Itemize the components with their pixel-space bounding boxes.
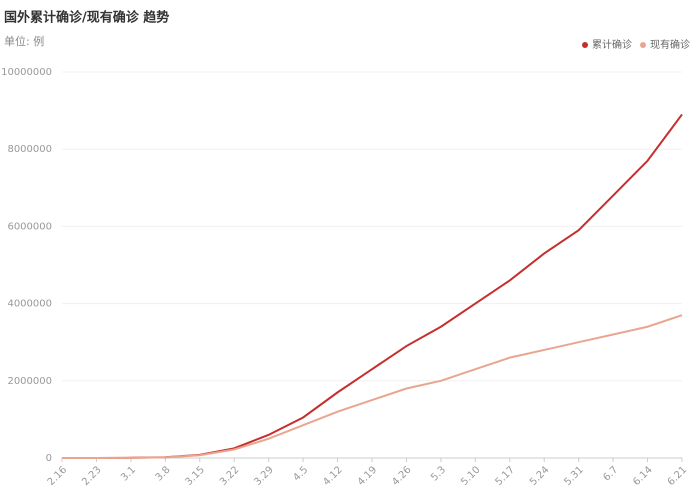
- x-tick-label: 3.29: [252, 464, 276, 488]
- legend-label: 现有确诊: [650, 38, 690, 51]
- chart-title: 国外累计确诊/现有确诊 趋势: [4, 10, 169, 26]
- x-tick-label: 3.8: [154, 464, 173, 483]
- y-tick-label: 0: [46, 453, 52, 464]
- x-tick-label: 6.21: [666, 464, 690, 488]
- series-line: [61, 113, 683, 459]
- legend-label: 累计确诊: [592, 38, 632, 51]
- x-tick-label: 5.3: [429, 464, 448, 483]
- y-tick-label: 10000000: [1, 67, 52, 78]
- x-tick-label: 5.31: [562, 464, 586, 488]
- x-tick-label: 4.26: [390, 464, 414, 488]
- x-tick-label: 4.12: [321, 464, 345, 488]
- y-tick-label: 2000000: [7, 376, 52, 387]
- x-tick-label: 5.10: [459, 464, 483, 488]
- legend-marker: [640, 42, 646, 48]
- y-tick-label: 6000000: [7, 221, 52, 232]
- x-tick-label: 3.22: [218, 464, 242, 488]
- x-tick-label: 3.15: [183, 464, 207, 488]
- legend-marker: [582, 42, 588, 48]
- x-tick-label: 6.7: [601, 464, 620, 483]
- x-tick-label: 4.19: [356, 464, 380, 488]
- x-tick-label: 2.23: [80, 464, 104, 488]
- x-tick-label: 5.17: [493, 464, 517, 488]
- series-line: [61, 314, 683, 459]
- x-tick-label: 2.16: [46, 464, 70, 488]
- x-tick-label: 4.5: [291, 464, 310, 483]
- y-tick-label: 4000000: [7, 299, 52, 310]
- chart-subtitle: 单位: 例: [4, 34, 44, 48]
- x-tick-label: 5.24: [528, 464, 552, 488]
- y-tick-label: 8000000: [7, 144, 52, 155]
- x-tick-label: 3.1: [119, 464, 138, 483]
- x-tick-label: 6.14: [631, 464, 655, 488]
